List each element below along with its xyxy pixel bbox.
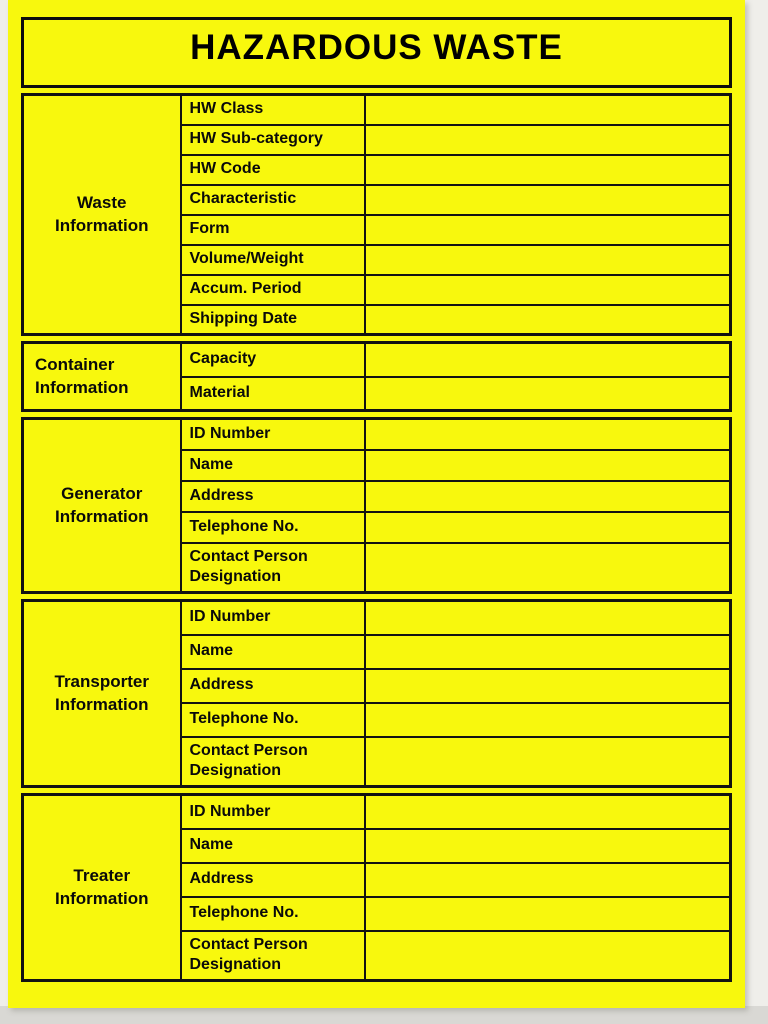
field-row: Name [23, 448, 732, 482]
field-label: Address [179, 479, 366, 513]
field-value [363, 510, 732, 544]
field-label: HW Class [179, 93, 366, 126]
section-container: Container Information Capacity Material [21, 341, 732, 412]
field-label: Telephone No. [179, 701, 366, 738]
field-row: Address [23, 479, 732, 513]
field-row: Telephone No. [23, 510, 732, 544]
field-label: ID Number [179, 793, 366, 830]
field-value [363, 895, 732, 932]
field-label: Contact Person Designation [179, 929, 366, 982]
field-label: Capacity [179, 341, 366, 378]
field-label: Characteristic [179, 183, 366, 216]
field-row: Shipping Date [23, 303, 732, 336]
field-row: Waste Information HW Class [21, 93, 732, 336]
field-row: Treater Information ID Number [21, 793, 732, 982]
field-row: HW Sub-category [23, 123, 732, 156]
field-row: Contact Person Designation [23, 541, 732, 594]
section-label-treater: Treater Information [21, 793, 182, 982]
section-label-transporter: Transporter Information [21, 599, 182, 788]
section-label-container: Container Information [21, 341, 182, 412]
field-value [363, 243, 732, 276]
field-row: Characteristic [23, 183, 732, 216]
field-value [363, 375, 732, 412]
field-value [363, 123, 732, 156]
field-row: Contact Person Designation [23, 929, 732, 982]
field-value [363, 667, 732, 704]
field-value [363, 701, 732, 738]
field-label: Name [179, 448, 366, 482]
field-value [363, 633, 732, 670]
field-value [363, 93, 732, 126]
field-row: HW Code [23, 153, 732, 186]
field-label: Accum. Period [179, 273, 366, 306]
field-row: Name [23, 633, 732, 670]
field-label: HW Code [179, 153, 366, 186]
section-label-waste: Waste Information [21, 93, 182, 336]
label-title-box: HAZARDOUS WASTE [21, 17, 732, 88]
field-label: Telephone No. [179, 895, 366, 932]
field-label: Name [179, 827, 366, 864]
field-label: Form [179, 213, 366, 246]
field-label: Contact Person Designation [179, 541, 366, 594]
field-row: Generator Information ID Number [21, 417, 732, 594]
hazardous-waste-label: HAZARDOUS WASTE Waste Information HW Clas… [8, 0, 745, 1008]
section-label-generator: Generator Information [21, 417, 182, 594]
field-row: Container Information Capacity [21, 341, 732, 412]
field-label: Contact Person Designation [179, 735, 366, 788]
field-value [363, 541, 732, 594]
field-value [363, 861, 732, 898]
field-label: Address [179, 667, 366, 704]
field-value [363, 827, 732, 864]
field-value [363, 183, 732, 216]
field-label: ID Number [179, 417, 366, 451]
field-row: Form [23, 213, 732, 246]
field-row: Volume/Weight [23, 243, 732, 276]
field-label: HW Sub-category [179, 123, 366, 156]
field-row: Accum. Period [23, 273, 732, 306]
field-value [363, 929, 732, 982]
field-row: Address [23, 667, 732, 704]
section-treater: Treater Information ID Number Name Address T… [21, 793, 732, 983]
label-title: HAZARDOUS WASTE [190, 27, 563, 67]
field-value [363, 793, 732, 830]
section-transporter: Transporter Information ID Number Name Addr… [21, 599, 732, 789]
field-value [363, 341, 732, 378]
field-value [363, 479, 732, 513]
field-label: ID Number [179, 599, 366, 636]
field-row: Contact Person Designation [23, 735, 732, 788]
field-row: Telephone No. [23, 895, 732, 932]
field-label: Name [179, 633, 366, 670]
field-row: Name [23, 827, 732, 864]
field-value [363, 303, 732, 336]
section-generator: Generator Information ID Number Name Addres… [21, 417, 732, 595]
field-value [363, 448, 732, 482]
field-value [363, 599, 732, 636]
field-value [363, 153, 732, 186]
field-value [363, 273, 732, 306]
field-label: Address [179, 861, 366, 898]
field-row: Transporter Information ID Number [21, 599, 732, 788]
field-value [363, 735, 732, 788]
field-row: Material [23, 375, 732, 412]
field-label: Shipping Date [179, 303, 366, 336]
field-value [363, 213, 732, 246]
label-sections: Waste Information HW Class HW Sub-category… [21, 93, 732, 983]
field-value [363, 417, 732, 451]
field-row: Telephone No. [23, 701, 732, 738]
field-label: Material [179, 375, 366, 412]
section-waste: Waste Information HW Class HW Sub-category… [21, 93, 732, 336]
field-row: Address [23, 861, 732, 898]
field-label: Telephone No. [179, 510, 366, 544]
field-label: Volume/Weight [179, 243, 366, 276]
